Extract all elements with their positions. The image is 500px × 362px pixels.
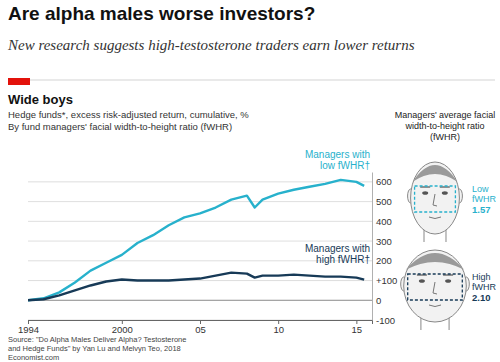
panel-title: (fWHR) (430, 132, 460, 142)
grid-line (28, 241, 372, 242)
x-axis: 1994 2000 05 10 15 (18, 320, 373, 335)
panel-title: Managers' average facial (395, 110, 495, 120)
y-tick-label: -100 (376, 315, 395, 326)
fwhr-box (408, 274, 463, 300)
y-tick-label: 200 (376, 255, 392, 266)
source: and Hedge Funds" by Yan Lu and Melvyn Te… (8, 344, 181, 353)
fwhr-box (415, 186, 456, 212)
grid-line (28, 201, 372, 202)
y-tick: +100 (372, 275, 397, 286)
y-tick: 400 (372, 216, 392, 227)
y-tick: 500 (372, 196, 392, 207)
face-mouth (429, 217, 441, 219)
headline: Are alpha males worse investors? (8, 3, 315, 24)
y-tick: 600 (372, 176, 392, 187)
y-axis: -100 0 +100 200 300 400 500 600 (372, 173, 397, 326)
grid-line (28, 300, 372, 301)
face-ratio: 1.57 (472, 204, 491, 215)
face-hair (413, 165, 458, 182)
y-tick-label: 500 (376, 196, 392, 207)
chart-subtitle: Hedge funds*, excess risk-adjusted retur… (8, 109, 249, 120)
y-axis-line (372, 173, 373, 321)
grid-line (28, 221, 372, 222)
x-tick-label: 2000 (112, 324, 133, 335)
face-eye (422, 191, 428, 195)
chart-title: Wide boys (8, 92, 73, 107)
standfirst: New research suggests high-testosterone … (7, 37, 415, 53)
face (408, 162, 463, 242)
face-hair (406, 253, 465, 270)
face-nose (433, 194, 437, 206)
face-label: LowfWHR (472, 184, 496, 204)
face-ratio: 2.10 (472, 292, 491, 303)
face-eye (445, 279, 451, 283)
frame-line (8, 80, 495, 81)
face-mouth (429, 305, 441, 307)
x-tick-label: 05 (195, 324, 206, 335)
y-tick-label: 0 (376, 295, 381, 306)
panel-title: width-to-height ratio (404, 121, 484, 131)
x-tick: 10 (273, 320, 284, 335)
y-tick-label: +100 (376, 275, 397, 286)
grid (28, 182, 372, 320)
red-tag (8, 78, 30, 85)
x-tick-label: 1994 (18, 324, 39, 335)
face-label: HighfWHR (472, 272, 496, 292)
y-tick-label: 300 (376, 236, 392, 247)
plot-area (28, 180, 364, 300)
y-tick: 300 (372, 236, 392, 247)
x-tick-label: 10 (273, 324, 284, 335)
series-line (28, 180, 364, 300)
x-tick-label: 15 (352, 324, 363, 335)
face (401, 250, 470, 330)
y-tick: 0 (372, 295, 381, 306)
grid-line (28, 181, 372, 182)
series-label: Managers withlow fWHR† (305, 149, 370, 171)
chart-root: Are alpha males worse investors? New rese… (0, 0, 500, 362)
chart-svg: Are alpha males worse investors? New rese… (0, 0, 500, 362)
face-eye (442, 191, 448, 195)
x-tick: 1994 (18, 320, 39, 335)
x-tick: 15 (352, 320, 363, 335)
credit: Economist.com (8, 353, 59, 362)
face-nose (433, 282, 437, 294)
face-head (404, 250, 467, 322)
y-tick: 200 (372, 255, 392, 266)
chart-annotation: By fund managers' facial width-to-height… (8, 121, 232, 132)
series-label: Managers withhigh fWHR† (305, 243, 370, 265)
face-eye (419, 279, 425, 283)
x-tick: 2000 (112, 320, 133, 335)
y-tick-label: 400 (376, 216, 392, 227)
y-tick-label: 600 (376, 176, 392, 187)
y-tick: -100 (372, 315, 395, 326)
series-line (28, 273, 364, 301)
x-tick: 05 (195, 320, 206, 335)
face-head (411, 162, 460, 234)
